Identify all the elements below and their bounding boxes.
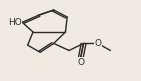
Text: O: O (77, 58, 84, 67)
Text: O: O (94, 39, 101, 48)
Text: HO: HO (8, 18, 22, 27)
